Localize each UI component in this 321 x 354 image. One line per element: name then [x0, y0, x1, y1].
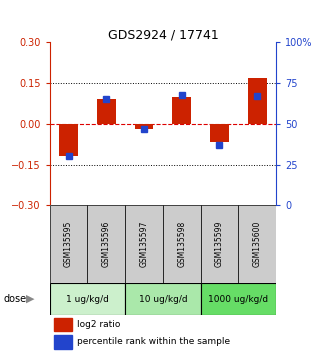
Bar — [134, 124, 153, 129]
Text: GSM135600: GSM135600 — [253, 221, 262, 268]
Bar — [97, 99, 116, 124]
Bar — [210, 124, 229, 142]
Text: GSM135595: GSM135595 — [64, 221, 73, 268]
Text: GSM135596: GSM135596 — [102, 221, 111, 268]
Bar — [163, 205, 201, 283]
Text: 1 ug/kg/d: 1 ug/kg/d — [66, 295, 109, 304]
Bar — [248, 78, 267, 124]
Text: GSM135598: GSM135598 — [177, 221, 186, 267]
Text: GSM135597: GSM135597 — [140, 221, 149, 268]
Bar — [54, 335, 73, 349]
Text: percentile rank within the sample: percentile rank within the sample — [77, 337, 230, 347]
Bar — [87, 205, 125, 283]
Text: dose: dose — [3, 294, 26, 304]
Text: 1000 ug/kg/d: 1000 ug/kg/d — [208, 295, 268, 304]
Text: ▶: ▶ — [26, 294, 35, 304]
Bar — [238, 205, 276, 283]
Bar — [172, 97, 191, 124]
Bar — [50, 283, 125, 315]
Bar — [201, 283, 276, 315]
Title: GDS2924 / 17741: GDS2924 / 17741 — [108, 28, 218, 41]
Bar — [125, 205, 163, 283]
Text: 10 ug/kg/d: 10 ug/kg/d — [139, 295, 187, 304]
Bar — [50, 205, 87, 283]
Bar — [54, 318, 73, 331]
Bar — [125, 283, 201, 315]
Bar — [201, 205, 238, 283]
Text: log2 ratio: log2 ratio — [77, 320, 120, 329]
Bar — [59, 124, 78, 156]
Text: GSM135599: GSM135599 — [215, 221, 224, 268]
